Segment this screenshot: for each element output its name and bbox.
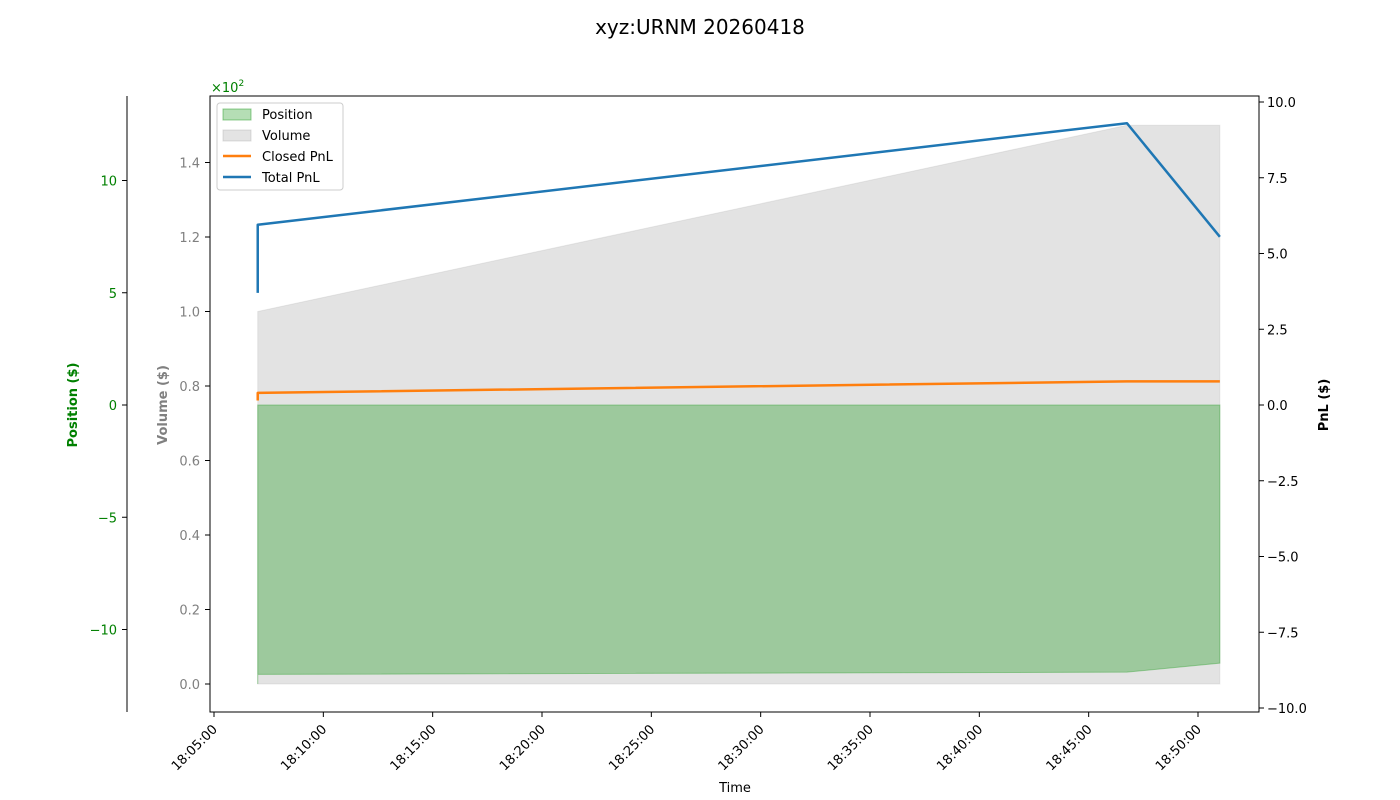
position-axis-label: Position ($) [66, 363, 81, 448]
pnl-axis-label: PnL ($) [1317, 379, 1332, 432]
x-tick-label: 18:20:00 [497, 722, 549, 774]
chart-title: xyz:URNM 20260418 [595, 15, 805, 39]
legend-label-closed-pnl: Closed PnL [262, 150, 334, 165]
pnl-tick-label: 5.0 [1267, 248, 1288, 263]
volume-tick-label: 1.4 [179, 157, 200, 172]
position-tick-label: 0 [109, 399, 117, 414]
position-tick-label: −10 [90, 624, 117, 639]
legend-item-volume: Volume [222, 129, 310, 144]
legend-item-position: Position [222, 108, 313, 123]
closed-pnl-line [256, 380, 1220, 401]
pnl-tick-label: −7.5 [1267, 626, 1299, 641]
pnl-tick-label: −10.0 [1267, 702, 1307, 717]
legend-label-total-pnl: Total PnL [261, 171, 320, 186]
legend-item-total-pnl: Total PnL [223, 171, 320, 186]
legend-label-position: Position [262, 108, 313, 123]
legend-label-volume: Volume [262, 129, 310, 144]
legend-swatch-position [222, 108, 252, 121]
pnl-tick-label: −2.5 [1267, 475, 1299, 490]
volume-axis-label: Volume ($) [156, 365, 171, 445]
x-tick-label: 18:40:00 [934, 722, 986, 774]
x-tick-label: 18:45:00 [1044, 722, 1096, 774]
volume-multiplier: ×102 [211, 79, 244, 96]
volume-tick-label: 0.6 [179, 455, 200, 470]
x-tick-label: 18:35:00 [825, 722, 877, 774]
volume-tick-label: 0.0 [179, 678, 200, 693]
x-tick-label: 18:10:00 [278, 722, 330, 774]
x-tick-label: 18:50:00 [1153, 722, 1205, 774]
pnl-tick-label: 10.0 [1267, 96, 1296, 111]
legend: Position Volume Closed PnL Total PnL [216, 102, 344, 191]
plot-frame [209, 95, 1260, 713]
position-tick-label: 10 [100, 175, 117, 190]
volume-tick-label: 0.4 [179, 529, 200, 544]
pnl-tick-label: −5.0 [1267, 551, 1299, 566]
total-pnl-line [256, 121, 1221, 293]
x-tick-label: 18:30:00 [716, 722, 768, 774]
legend-swatch-volume [222, 129, 252, 142]
pnl-tick-label: 0.0 [1267, 399, 1288, 414]
volume-tick-label: 0.2 [179, 604, 200, 619]
position-tick-label: −5 [98, 511, 117, 526]
position-tick-label: 5 [109, 287, 117, 302]
x-tick-label: 18:05:00 [169, 722, 221, 774]
plot-area: 18:05:00 18:10:00 18:15:00 18:20:00 18:25:00… [90, 95, 1307, 774]
volume-area [257, 124, 1221, 685]
legend-item-closed-pnl: Closed PnL [223, 150, 334, 165]
position-area [257, 404, 1221, 684]
x-tick-label: 18:25:00 [606, 722, 658, 774]
volume-tick-label: 1.0 [179, 306, 200, 321]
volume-tick-label: 0.8 [179, 380, 200, 395]
pnl-tick-label: 2.5 [1267, 323, 1288, 338]
x-axis-label: Time [718, 781, 751, 796]
volume-tick-label: 1.2 [179, 231, 200, 246]
pnl-tick-label: 7.5 [1267, 172, 1288, 187]
x-tick-label: 18:15:00 [388, 722, 440, 774]
